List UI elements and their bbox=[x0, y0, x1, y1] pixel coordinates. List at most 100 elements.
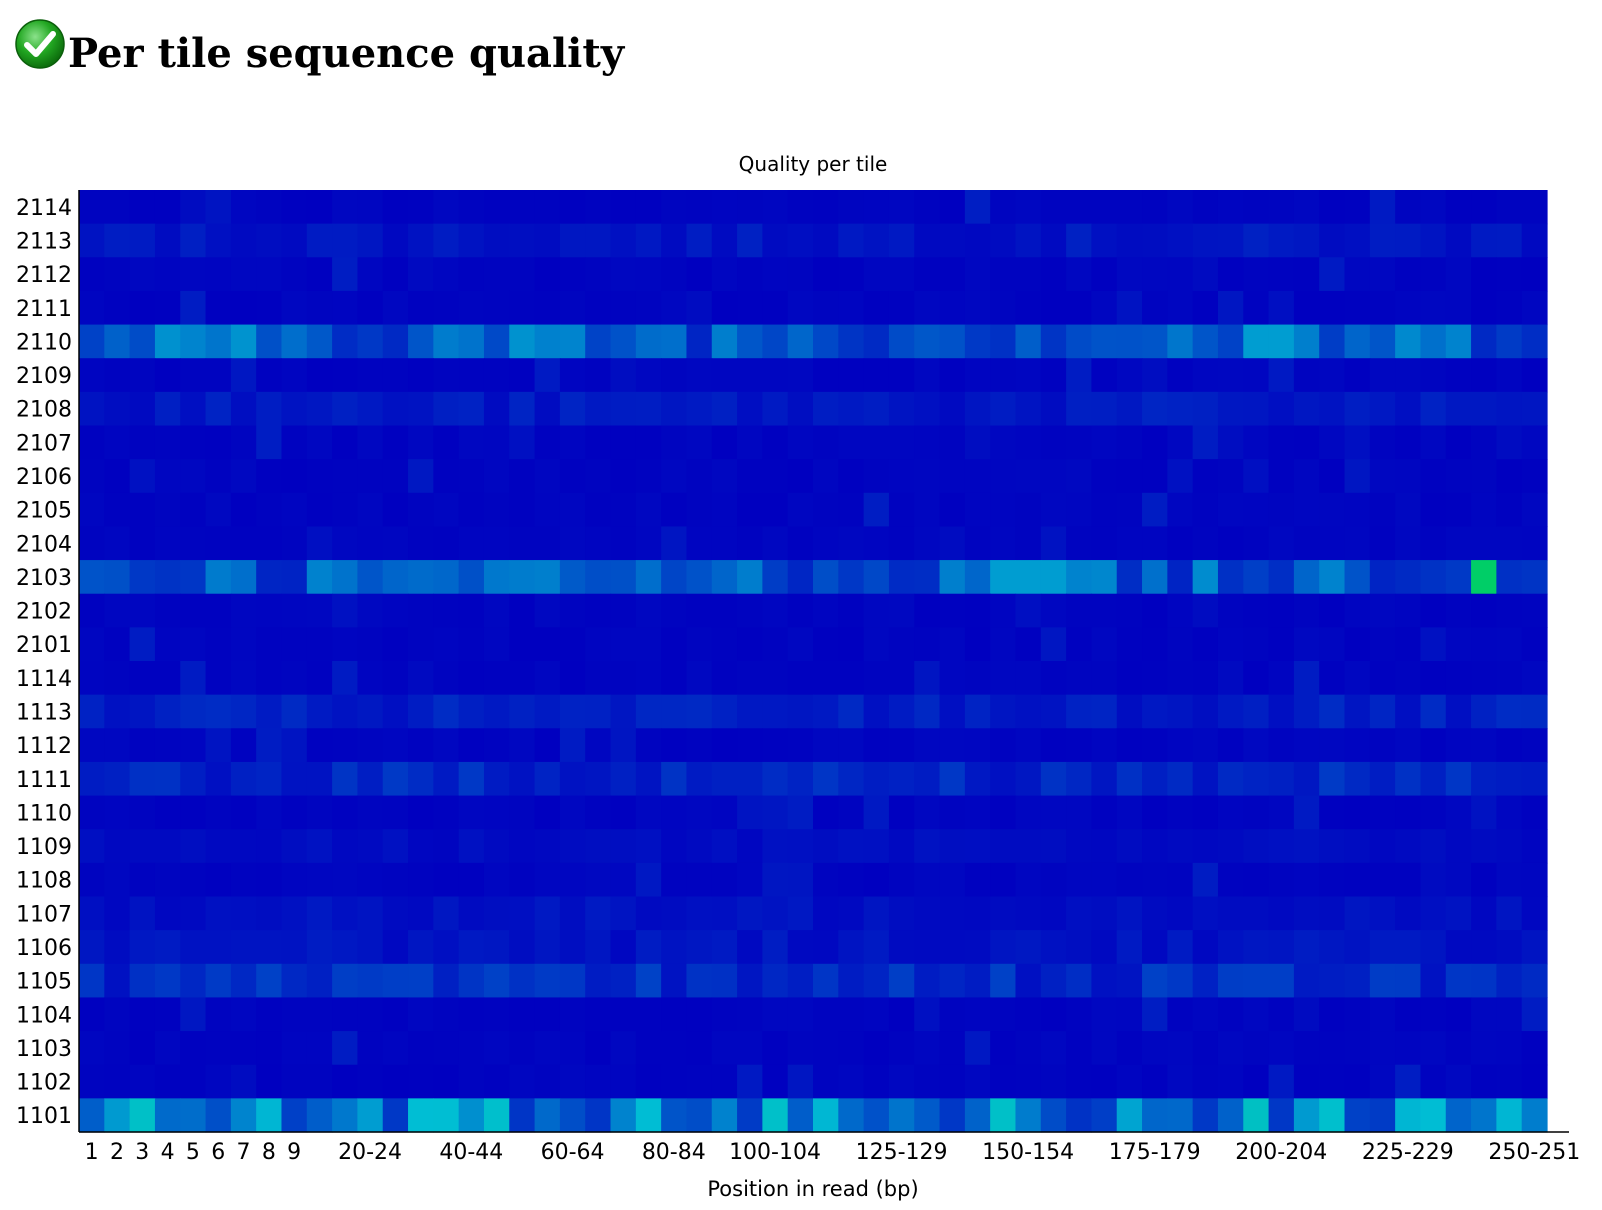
heatmap-cell bbox=[1243, 930, 1270, 965]
heatmap-cell bbox=[990, 190, 1017, 225]
heatmap-cell bbox=[1243, 593, 1270, 628]
heatmap-cell bbox=[888, 257, 915, 292]
heatmap-cell bbox=[737, 627, 763, 662]
heatmap-cell bbox=[888, 661, 915, 696]
heatmap-cell bbox=[1445, 223, 1472, 258]
heatmap-cell bbox=[230, 391, 257, 427]
heatmap-cell bbox=[1344, 526, 1371, 561]
heatmap-cell bbox=[1471, 829, 1497, 864]
heatmap-cell bbox=[357, 896, 384, 931]
heatmap-cell bbox=[1066, 1064, 1093, 1099]
heatmap-cell bbox=[1066, 627, 1093, 662]
heatmap-cell bbox=[408, 627, 434, 662]
x-tick-label: 9 bbox=[287, 1140, 301, 1165]
heatmap-cell bbox=[332, 223, 359, 258]
heatmap-cell bbox=[737, 1031, 763, 1066]
heatmap-cell bbox=[483, 694, 510, 729]
heatmap-cell bbox=[686, 391, 713, 427]
y-tick-label: 2114 bbox=[16, 196, 72, 221]
heatmap-cell bbox=[281, 997, 308, 1032]
heatmap-cell bbox=[1471, 661, 1497, 696]
heatmap-cell bbox=[256, 526, 283, 561]
heatmap-cell bbox=[990, 997, 1017, 1032]
heatmap-cell bbox=[509, 896, 536, 931]
heatmap-cell bbox=[838, 896, 865, 931]
heatmap-cell bbox=[256, 896, 283, 931]
heatmap-cell bbox=[1496, 1098, 1523, 1133]
x-tick-label: 1 bbox=[85, 1140, 99, 1165]
heatmap-cell bbox=[762, 492, 789, 528]
heatmap-cell bbox=[1395, 391, 1422, 427]
heatmap-cell bbox=[1445, 593, 1472, 628]
heatmap-cell bbox=[1040, 324, 1067, 359]
heatmap-cell bbox=[585, 324, 612, 359]
heatmap-cell bbox=[863, 593, 890, 628]
heatmap-cell bbox=[711, 425, 738, 460]
heatmap-cell bbox=[1395, 190, 1422, 225]
heatmap-cell bbox=[1091, 593, 1118, 628]
heatmap-cell bbox=[914, 223, 941, 258]
heatmap-cell bbox=[1116, 896, 1143, 931]
heatmap-cell bbox=[256, 560, 283, 595]
heatmap-cell bbox=[1243, 661, 1270, 696]
heatmap-cell bbox=[1521, 257, 1548, 292]
heatmap-cell bbox=[129, 829, 156, 864]
heatmap-cell bbox=[1192, 290, 1219, 326]
heatmap-cell bbox=[1268, 829, 1295, 864]
heatmap-cell bbox=[1142, 459, 1168, 494]
heatmap-cell bbox=[1521, 661, 1548, 696]
heatmap-cell bbox=[483, 627, 510, 662]
heatmap-cell bbox=[1369, 997, 1396, 1032]
heatmap-cell bbox=[661, 829, 688, 864]
heatmap-cell bbox=[332, 795, 359, 830]
heatmap-cell bbox=[1521, 391, 1548, 427]
heatmap-cell bbox=[762, 593, 789, 628]
heatmap-cell bbox=[559, 997, 586, 1032]
heatmap-cell bbox=[1369, 627, 1396, 662]
heatmap-cell bbox=[711, 459, 738, 494]
heatmap-cell bbox=[205, 290, 232, 326]
heatmap-cell bbox=[1243, 1098, 1270, 1133]
heatmap-cell bbox=[1268, 459, 1295, 494]
heatmap-cell bbox=[1319, 1098, 1346, 1133]
heatmap-cell bbox=[990, 1064, 1017, 1099]
heatmap-cell bbox=[1344, 761, 1371, 797]
heatmap-cell bbox=[230, 761, 257, 797]
heatmap-cell bbox=[737, 761, 763, 797]
heatmap-cell bbox=[559, 930, 586, 965]
heatmap-cell bbox=[1217, 358, 1244, 393]
heatmap-cell bbox=[483, 492, 510, 528]
heatmap-cell bbox=[256, 997, 283, 1032]
heatmap-cell bbox=[1471, 963, 1497, 999]
heatmap-cell bbox=[686, 526, 713, 561]
heatmap-cell bbox=[1268, 963, 1295, 999]
heatmap-cell bbox=[281, 190, 308, 225]
heatmap-cell bbox=[1471, 459, 1497, 494]
heatmap-cell bbox=[661, 997, 688, 1032]
heatmap-cell bbox=[1521, 1064, 1548, 1099]
heatmap-cell bbox=[1471, 391, 1497, 427]
heatmap-cell bbox=[205, 896, 232, 931]
heatmap-cell bbox=[1420, 425, 1447, 460]
heatmap-cell bbox=[559, 694, 586, 729]
heatmap-cell bbox=[888, 560, 915, 595]
y-tick-labels: 2114211321122111211021092108210721062105… bbox=[16, 196, 72, 1129]
heatmap-cell bbox=[534, 593, 561, 628]
heatmap-cell bbox=[1116, 459, 1143, 494]
heatmap-cell bbox=[1015, 963, 1042, 999]
heatmap-cell bbox=[180, 896, 207, 931]
heatmap-cell bbox=[1496, 223, 1523, 258]
heatmap-cell bbox=[787, 391, 814, 427]
heatmap-cell bbox=[1420, 560, 1447, 595]
heatmap-cell bbox=[1116, 290, 1143, 326]
heatmap-cell bbox=[1040, 391, 1067, 427]
heatmap-cell bbox=[281, 829, 308, 864]
heatmap-cell bbox=[1167, 896, 1194, 931]
heatmap-cell bbox=[306, 896, 333, 931]
heatmap-cell bbox=[1344, 728, 1371, 763]
y-tick-label: 2108 bbox=[16, 398, 72, 423]
heatmap-cell bbox=[559, 862, 586, 898]
x-tick-label: 225-229 bbox=[1362, 1140, 1454, 1165]
heatmap-cell bbox=[332, 1064, 359, 1099]
heatmap-cell bbox=[939, 1098, 966, 1133]
